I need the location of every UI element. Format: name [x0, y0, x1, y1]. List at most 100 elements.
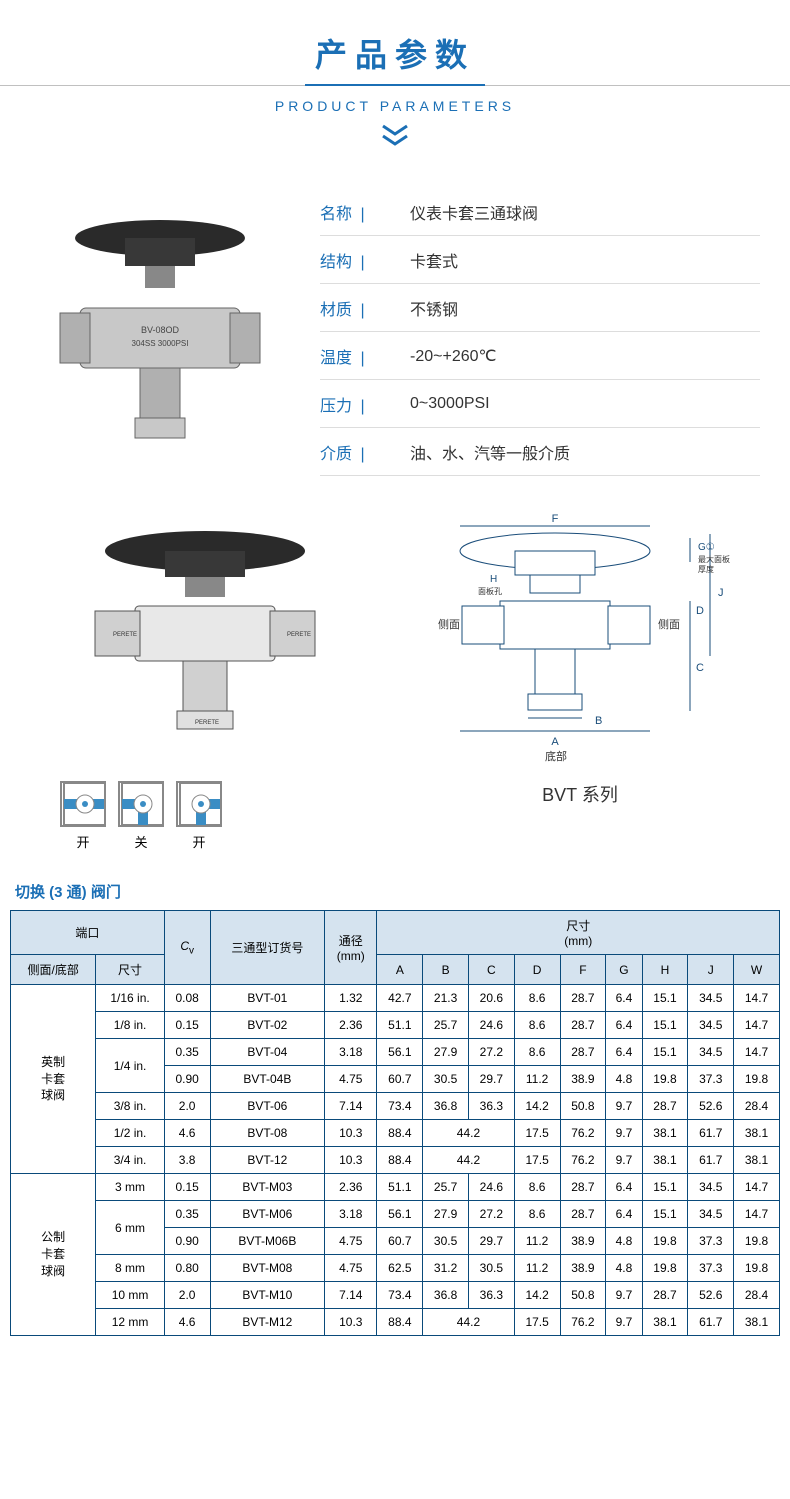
cell-H: 15.1: [642, 1039, 688, 1066]
cell-size: 8 mm: [96, 1255, 164, 1282]
valve-state-label: 开: [60, 832, 106, 851]
cell-order: BVT-08: [210, 1120, 325, 1147]
cell-G: 6.4: [606, 985, 642, 1012]
cell-W: 19.8: [734, 1228, 780, 1255]
col-B: B: [423, 955, 469, 985]
cell-J: 34.5: [688, 985, 734, 1012]
cell-A: 88.4: [377, 1120, 423, 1147]
valve-state: 开: [60, 781, 106, 851]
product-render: PERETE PERETE PERETE: [30, 506, 380, 766]
cell-W: 14.7: [734, 1012, 780, 1039]
cell-H: 15.1: [642, 1012, 688, 1039]
cell-D: 8.6: [514, 985, 560, 1012]
param-label: 介质: [320, 440, 410, 464]
cell-B: 36.8: [423, 1282, 469, 1309]
table-row: 1/8 in.0.15BVT-022.3651.125.724.68.628.7…: [11, 1012, 780, 1039]
cell-F: 38.9: [560, 1228, 606, 1255]
cell-J: 37.3: [688, 1255, 734, 1282]
cell-cv: 4.6: [164, 1309, 210, 1336]
cell-D: 11.2: [514, 1255, 560, 1282]
cell-A: 60.7: [377, 1066, 423, 1093]
cell-D: 11.2: [514, 1066, 560, 1093]
cell-size: 1/2 in.: [96, 1120, 164, 1147]
cell-A: 42.7: [377, 985, 423, 1012]
cell-cv: 2.0: [164, 1282, 210, 1309]
title-english: PRODUCT PARAMETERS: [0, 98, 790, 114]
param-label: 名称: [320, 200, 410, 224]
svg-text:BV-08OD: BV-08OD: [141, 325, 180, 335]
cell-size: 3 mm: [96, 1174, 164, 1201]
param-value: 油、水、汽等一般介质: [410, 440, 570, 464]
cell-F: 28.7: [560, 1012, 606, 1039]
svg-text:C: C: [696, 662, 704, 674]
cell-cv: 3.8: [164, 1147, 210, 1174]
cell-size: 12 mm: [96, 1309, 164, 1336]
col-G: G: [606, 955, 642, 985]
cell-D: 11.2: [514, 1228, 560, 1255]
cell-H: 15.1: [642, 1174, 688, 1201]
cell-W: 38.1: [734, 1120, 780, 1147]
valve-state: 开: [176, 781, 222, 851]
cell-bore: 1.32: [325, 985, 377, 1012]
diagram-section: PERETE PERETE PERETE 开关开: [0, 496, 790, 871]
group-name: 公制 卡套 球阀: [11, 1174, 96, 1336]
cell-H: 38.1: [642, 1120, 688, 1147]
cell-G: 9.7: [606, 1093, 642, 1120]
svg-text:304SS 3000PSI: 304SS 3000PSI: [132, 339, 189, 348]
cell-size: 3/8 in.: [96, 1093, 164, 1120]
cell-F: 28.7: [560, 1039, 606, 1066]
param-label: 温度: [320, 344, 410, 368]
cell-C: 24.6: [468, 1012, 514, 1039]
cell-cv: 0.35: [164, 1201, 210, 1228]
cell-J: 37.3: [688, 1228, 734, 1255]
svg-text:B: B: [595, 715, 602, 727]
table-row: 3/4 in.3.8BVT-1210.388.444.217.576.29.73…: [11, 1147, 780, 1174]
cell-D: 8.6: [514, 1174, 560, 1201]
cell-cv: 0.80: [164, 1255, 210, 1282]
cell-BC: 44.2: [423, 1309, 515, 1336]
col-order: 三通型订货号: [210, 911, 325, 985]
table-row: 1/2 in.4.6BVT-0810.388.444.217.576.29.73…: [11, 1120, 780, 1147]
cell-J: 52.6: [688, 1093, 734, 1120]
cell-H: 38.1: [642, 1147, 688, 1174]
param-value: 仪表卡套三通球阀: [410, 200, 538, 224]
table-row: 8 mm0.80BVT-M084.7562.531.230.511.238.94…: [11, 1255, 780, 1282]
cell-D: 8.6: [514, 1012, 560, 1039]
param-label: 压力: [320, 392, 410, 416]
cell-D: 17.5: [514, 1120, 560, 1147]
svg-text:H: H: [490, 574, 497, 585]
cell-BC: 44.2: [423, 1147, 515, 1174]
svg-text:PERETE: PERETE: [113, 632, 137, 638]
svg-text:侧面: 侧面: [658, 618, 680, 631]
cell-bore: 7.14: [325, 1093, 377, 1120]
cell-W: 19.8: [734, 1255, 780, 1282]
cell-C: 20.6: [468, 985, 514, 1012]
dimension-diagram: F G① 最大面板 厚度 H 面板孔 侧面 侧面 J D C A B 底部: [400, 506, 760, 766]
group-name: 英制 卡套 球阀: [11, 985, 96, 1174]
param-value: 0~3000PSI: [410, 395, 490, 413]
chevron-down-icon: [0, 124, 790, 148]
cell-G: 6.4: [606, 1039, 642, 1066]
col-port-side: 侧面/底部: [11, 955, 96, 985]
cell-W: 38.1: [734, 1309, 780, 1336]
table-title: 切换 (3 通) 阀门: [0, 871, 790, 910]
cell-F: 28.7: [560, 1201, 606, 1228]
cell-W: 14.7: [734, 1174, 780, 1201]
table-row: 英制 卡套 球阀1/16 in.0.08BVT-011.3242.721.320…: [11, 985, 780, 1012]
spec-table: 端口 Cv 三通型订货号 通径 (mm) 尺寸 (mm) 侧面/底部 尺寸 A …: [10, 910, 780, 1336]
valve-state-icon: [118, 781, 164, 827]
table-row: 6 mm0.35BVT-M063.1856.127.927.28.628.76.…: [11, 1201, 780, 1228]
param-row: 材质不锈钢: [320, 284, 760, 332]
param-value: -20~+260℃: [410, 346, 496, 366]
cell-order: BVT-M12: [210, 1309, 325, 1336]
cell-W: 14.7: [734, 1201, 780, 1228]
cell-A: 51.1: [377, 1012, 423, 1039]
cell-W: 28.4: [734, 1282, 780, 1309]
cell-D: 8.6: [514, 1201, 560, 1228]
cell-A: 51.1: [377, 1174, 423, 1201]
product-photo: BV-08OD 304SS 3000PSI: [30, 188, 290, 468]
svg-text:A: A: [551, 736, 559, 748]
cell-order: BVT-04B: [210, 1066, 325, 1093]
cell-J: 34.5: [688, 1039, 734, 1066]
cell-F: 76.2: [560, 1309, 606, 1336]
